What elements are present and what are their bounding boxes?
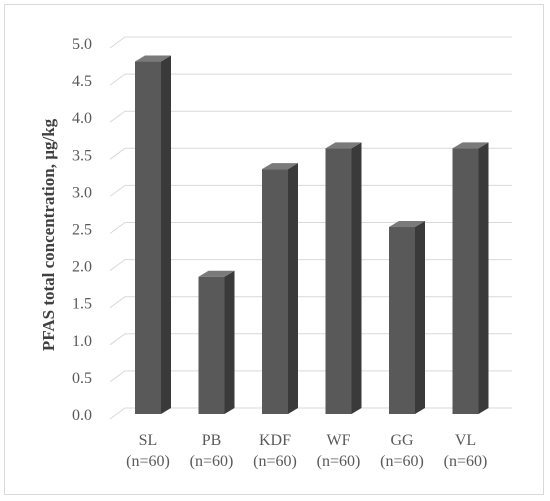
- y-tick-label: 3.0: [72, 184, 92, 201]
- bar-wf: [325, 142, 362, 414]
- bar-top: [262, 163, 298, 170]
- y-tick-label: 4.5: [72, 73, 92, 90]
- gridline: [109, 73, 512, 86]
- x-category-sublabel: (n=60): [317, 453, 361, 470]
- bar-side: [224, 270, 235, 414]
- y-tick-label: 0.5: [72, 370, 92, 387]
- y-tick-label: 1.5: [72, 296, 92, 313]
- bar-side: [161, 55, 171, 415]
- gridline: [109, 147, 512, 160]
- y-axis-title: PFAS total concentration, µg/kg: [39, 118, 58, 351]
- gridline: [109, 407, 512, 420]
- x-category-label: WF: [327, 432, 351, 449]
- x-category-sublabel: (n=60): [380, 453, 424, 470]
- bar-front: [135, 61, 161, 415]
- bar-sl: [135, 55, 171, 415]
- bar-top: [452, 142, 489, 149]
- x-category-labels: SL (n=60) PB (n=60) KDF (n=60) WF (n=60) GG (n=60…: [126, 432, 487, 470]
- bar-side: [351, 142, 362, 414]
- bars: [135, 55, 489, 415]
- bar-side: [478, 142, 489, 414]
- y-tick-label: 2.5: [72, 222, 92, 239]
- y-tick-label: 4.0: [72, 110, 92, 127]
- y-tick-label: 0.0: [72, 407, 92, 424]
- bar-gg: [389, 221, 425, 414]
- x-category-label: SL: [139, 432, 158, 449]
- gridline: [109, 36, 512, 49]
- bar-top: [135, 55, 171, 62]
- y-tick-label: 3.5: [72, 147, 92, 164]
- bar-top: [198, 270, 235, 277]
- x-category-sublabel: (n=60): [253, 453, 297, 470]
- bar-front: [389, 227, 415, 414]
- gridline: [109, 333, 512, 346]
- x-category-label: VL: [455, 432, 476, 449]
- bar-front: [198, 276, 225, 414]
- gridline: [109, 222, 512, 234]
- gridline: [109, 370, 512, 383]
- bar-top: [389, 221, 425, 228]
- bar-top: [325, 142, 362, 149]
- gridline: [109, 259, 512, 272]
- x-category-sublabel: (n=60): [190, 453, 234, 470]
- x-category-sublabel: (n=60): [126, 453, 170, 470]
- bar-kdf: [262, 163, 298, 414]
- x-category-label: GG: [390, 432, 414, 449]
- bar-front: [262, 169, 288, 414]
- x-category-label: PB: [202, 432, 222, 449]
- bar-front: [452, 148, 479, 414]
- y-tick-labels: 0.0 0.5 1.0 1.5 2.0 2.5 3.0 3.5 4.0 4.5 5.0: [72, 36, 92, 424]
- bar-vl: [452, 142, 489, 414]
- gridline: [109, 110, 512, 123]
- bar-pb: [198, 270, 235, 414]
- bar-side: [415, 221, 425, 414]
- gridlines: [109, 36, 512, 420]
- y-tick-label: 2.0: [72, 259, 92, 276]
- gridline: [109, 296, 512, 309]
- gridline: [109, 184, 512, 197]
- y-tick-label: 1.0: [72, 333, 92, 350]
- bar-front: [325, 148, 352, 414]
- x-category-label: KDF: [259, 432, 291, 449]
- bar-side: [288, 163, 298, 414]
- y-tick-label: 5.0: [72, 36, 92, 53]
- x-category-sublabel: (n=60): [444, 453, 488, 470]
